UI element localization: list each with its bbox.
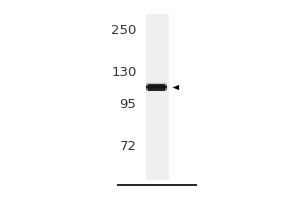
Bar — [146, 83, 167, 84]
Bar — [146, 91, 167, 92]
Bar — [146, 82, 167, 83]
Bar — [146, 90, 167, 91]
Bar — [146, 88, 167, 89]
Polygon shape — [172, 85, 179, 90]
Bar — [146, 82, 167, 83]
Bar — [146, 81, 167, 82]
Text: 95: 95 — [120, 98, 136, 112]
Bar — [146, 89, 167, 90]
Bar — [146, 14, 169, 180]
Bar — [146, 85, 167, 86]
Text: 130: 130 — [111, 66, 136, 79]
Text: 250: 250 — [111, 24, 136, 38]
Bar — [146, 84, 167, 85]
Bar — [146, 89, 167, 90]
Bar — [148, 84, 165, 91]
Bar — [146, 87, 167, 88]
Bar — [146, 90, 167, 91]
Bar — [146, 86, 167, 87]
Bar — [146, 83, 167, 84]
Text: 72: 72 — [119, 140, 136, 152]
Bar — [146, 86, 167, 87]
Bar — [146, 92, 167, 93]
